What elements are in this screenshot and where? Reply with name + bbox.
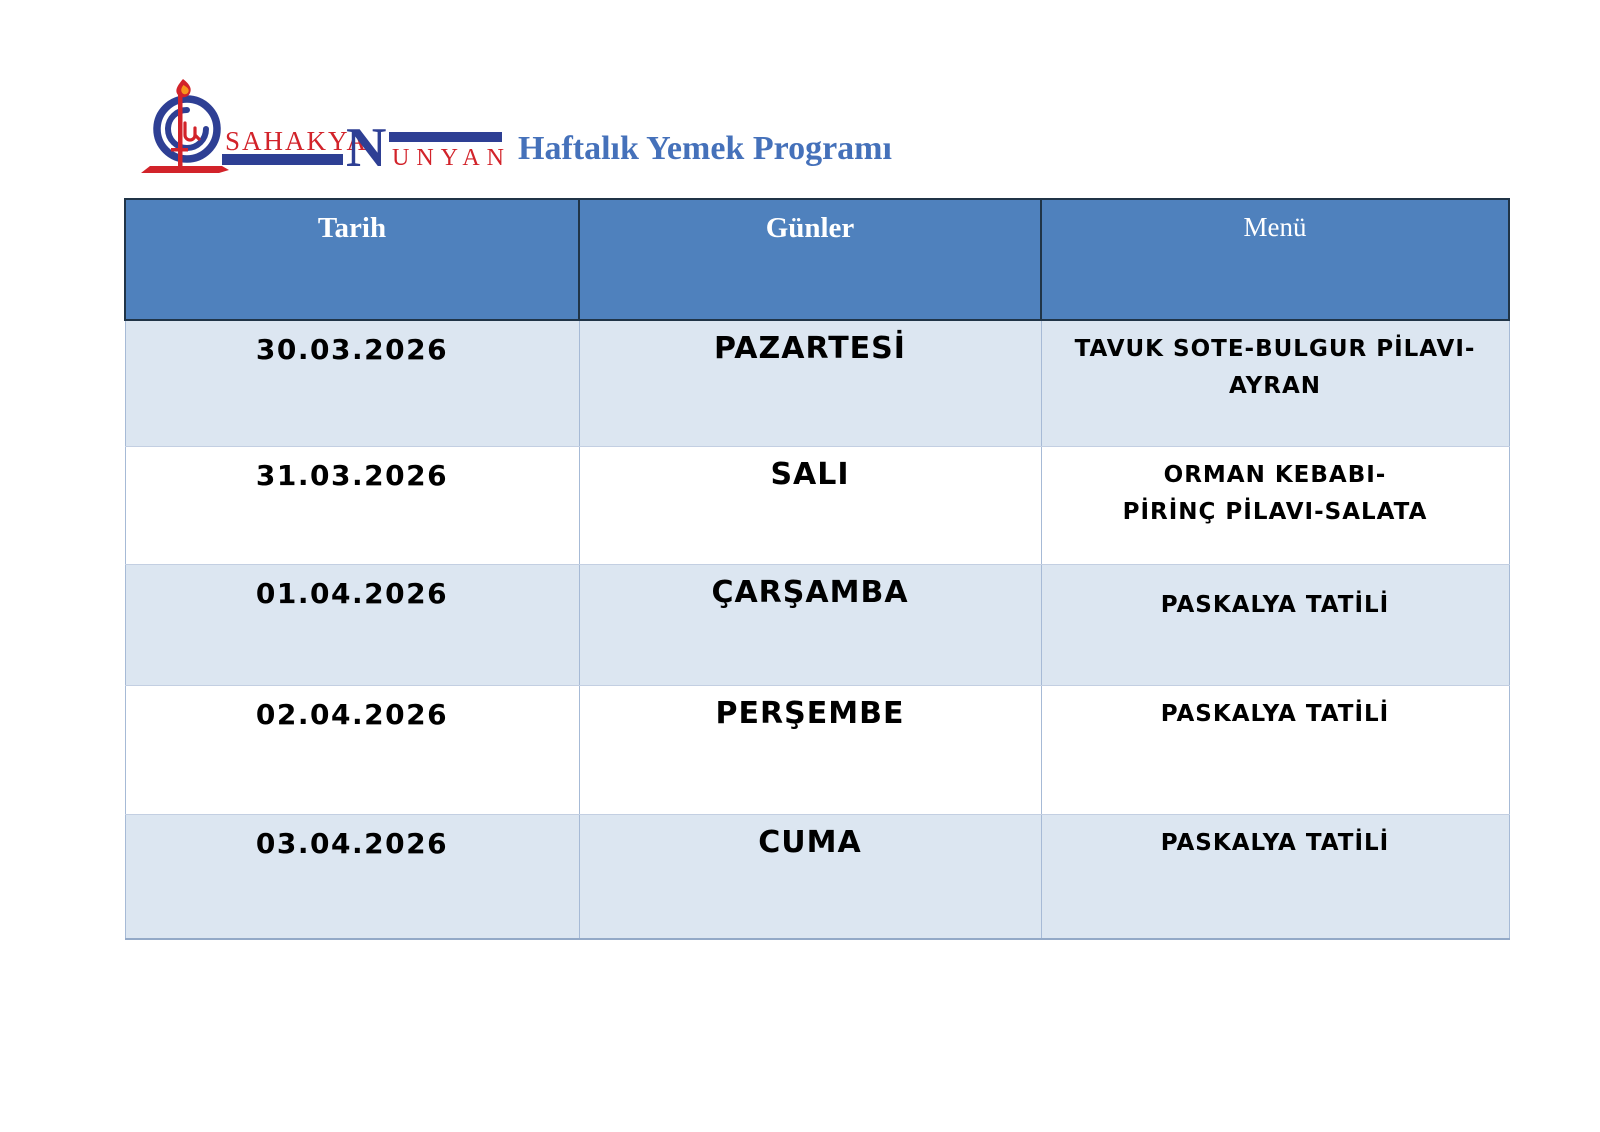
candle-base-icon (141, 166, 229, 173)
candle-icon (171, 93, 188, 167)
school-wordmark: SAHAKYA N UNYAN (222, 120, 522, 176)
table-row-thursday: 02.04.2026 PERŞEMBE PASKALYA TATİLİ (124, 685, 1510, 815)
day-cell: PAZARTESİ (578, 320, 1042, 447)
day-cell: ÇARŞAMBA (578, 564, 1042, 686)
menu-cell: ORMAN KEBABI- PİRİNÇ PİLAVI-SALATA (1040, 446, 1510, 565)
wordmark-initial-n: N (346, 117, 387, 179)
table-row-monday: 30.03.2026 PAZARTESİ TAVUK SOTE-BULGUR P… (124, 320, 1510, 447)
flame-icon (176, 79, 191, 98)
header-cell-gunler: Günler (578, 198, 1042, 321)
date-cell: 30.03.2026 (124, 320, 580, 447)
table-row-wednesday: 01.04.2026 ÇARŞAMBA PASKALYA TATİLİ (124, 564, 1510, 686)
day-cell: PERŞEMBE (578, 685, 1042, 815)
day-cell: SALI (578, 446, 1042, 565)
wordmark-divider-bar (222, 154, 343, 165)
date-cell: 03.04.2026 (124, 814, 580, 940)
table-row-friday: 03.04.2026 CUMA PASKALYA TATİLİ (124, 814, 1510, 940)
menu-cell: PASKALYA TATİLİ (1040, 814, 1510, 940)
school-emblem-icon (141, 79, 229, 173)
table-row-tuesday: 31.03.2026 SALI ORMAN KEBABI- PİRİNÇ PİL… (124, 446, 1510, 565)
wordmark-text-sahakya: SAHAKYA (225, 126, 369, 156)
date-cell: 01.04.2026 (124, 564, 580, 686)
day-cell: CUMA (578, 814, 1042, 940)
ring-icon (153, 95, 221, 163)
page-title: Haftalık Yemek Programı (518, 130, 892, 167)
document-header: SAHAKYA N UNYAN Haftalık Yemek Programı (0, 0, 1600, 198)
date-cell: 02.04.2026 (124, 685, 580, 815)
menu-cell: PASKALYA TATİLİ (1040, 564, 1510, 686)
emblem-letters-icon (183, 121, 201, 142)
menu-cell: TAVUK SOTE-BULGUR PİLAVI- AYRAN (1040, 320, 1510, 447)
header-cell-tarih: Tarih (124, 198, 580, 321)
date-cell: 31.03.2026 (124, 446, 580, 565)
header-cell-menu: Menü (1040, 198, 1510, 321)
wordmark-text-unyan: UNYAN (392, 145, 511, 171)
table-header-row: Tarih Günler Menü (124, 198, 1510, 321)
wordmark-divider-bar (389, 132, 502, 142)
weekly-menu-table: Tarih Günler Menü 30.03.2026 PAZARTESİ T… (124, 198, 1510, 940)
menu-cell: PASKALYA TATİLİ (1040, 685, 1510, 815)
